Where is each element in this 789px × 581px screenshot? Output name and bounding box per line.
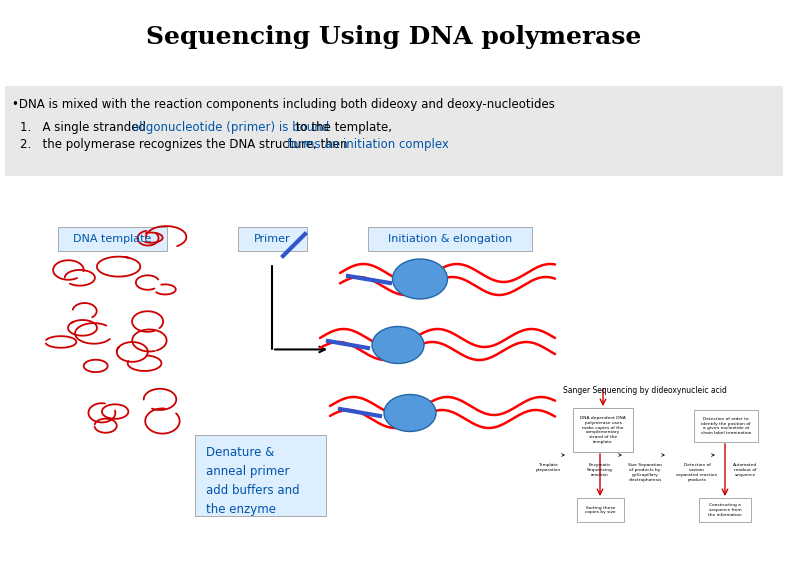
Text: to the template,: to the template, [292,121,391,134]
Text: DNA template: DNA template [73,234,151,244]
FancyBboxPatch shape [238,227,307,251]
FancyBboxPatch shape [195,435,326,516]
Text: Size Separation
of products by
gel/capillary
electrophoresis: Size Separation of products by gel/capil… [628,463,662,482]
FancyBboxPatch shape [699,498,751,522]
Text: Primer: Primer [254,234,291,244]
Text: •DNA is mixed with the reaction components including both dideoxy and deoxy-nucl: •DNA is mixed with the reaction componen… [12,98,555,111]
Text: Automated
readout of
sequence: Automated readout of sequence [733,463,757,477]
Ellipse shape [384,394,436,432]
Text: Enzymatic
Sequencing
reaction: Enzymatic Sequencing reaction [587,463,613,477]
Text: Denature &
anneal primer
add buffers and
the enzyme: Denature & anneal primer add buffers and… [206,446,300,516]
Text: Constructing a
sequence from
the information: Constructing a sequence from the informa… [709,503,742,517]
Ellipse shape [372,327,424,364]
Text: Initiation & elongation: Initiation & elongation [388,234,512,244]
Text: Sanger Sequencing by dideoxynucleic acid: Sanger Sequencing by dideoxynucleic acid [563,386,727,395]
Text: Sequencing Using DNA polymerase: Sequencing Using DNA polymerase [146,25,641,49]
FancyBboxPatch shape [573,408,633,452]
Text: Detection of
custom
separated reaction
products: Detection of custom separated reaction p… [676,463,718,482]
FancyBboxPatch shape [694,410,758,442]
FancyBboxPatch shape [5,86,783,176]
Text: forms an initiation complex: forms an initiation complex [286,138,449,151]
Text: Template
preparation: Template preparation [536,463,561,472]
Ellipse shape [392,259,447,299]
Text: oligonucleotide (primer) is bound: oligonucleotide (primer) is bound [132,121,329,134]
Text: 1.   A single stranded: 1. A single stranded [20,121,150,134]
FancyBboxPatch shape [577,498,624,522]
Text: Detection of order to
identify the position of
a given nucleotide at
chain label: Detection of order to identify the posit… [701,417,751,435]
Text: DNA dependent DNA
polymerase uses
make copies of the
complementary
strand of the: DNA dependent DNA polymerase uses make c… [580,416,626,444]
Text: Sorting these
copies by size: Sorting these copies by size [585,505,615,514]
FancyBboxPatch shape [368,227,532,251]
Text: 2.   the polymerase recognizes the DNA structure, then: 2. the polymerase recognizes the DNA str… [20,138,351,151]
FancyBboxPatch shape [58,227,167,251]
